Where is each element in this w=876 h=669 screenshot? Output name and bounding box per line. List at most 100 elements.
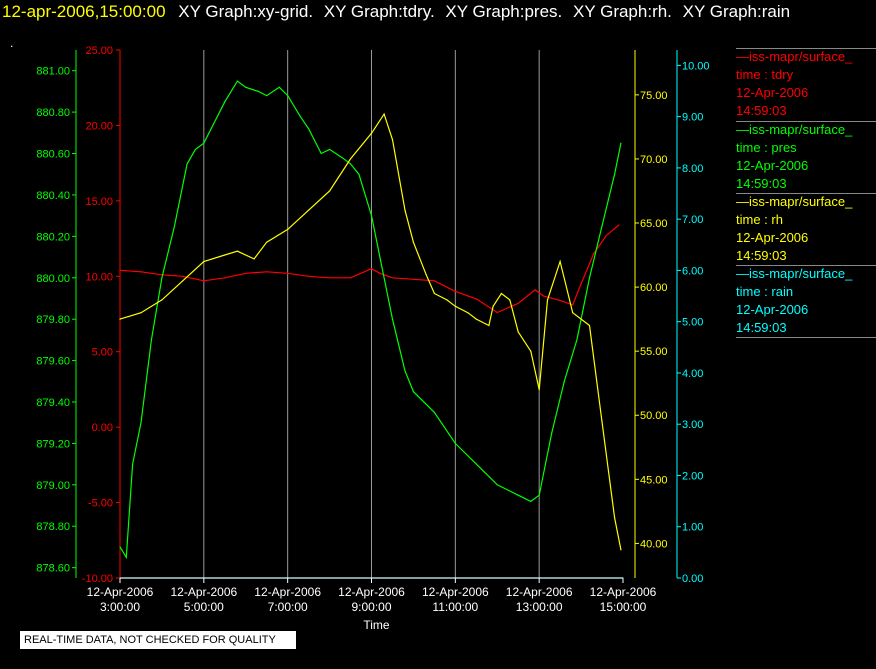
header-title-tdry: XY Graph:tdry.: [323, 2, 435, 21]
series-point-rh: [349, 158, 352, 160]
series-point-tdry: [496, 311, 498, 314]
pres-tick-label: 879.00: [36, 480, 70, 492]
legend-label: time : tdry: [736, 67, 794, 82]
legend-label: time : rain: [736, 284, 794, 299]
series-point-rh: [546, 299, 549, 301]
series-point-rh: [559, 260, 561, 263]
series-point-pres: [601, 225, 603, 227]
series-point-tdry: [245, 272, 247, 274]
rain-tick-label: 1.00: [682, 522, 703, 534]
pres-tick-label: 879.20: [36, 438, 70, 450]
series-point-pres: [125, 556, 127, 558]
series-point-pres: [530, 500, 532, 502]
series-point-rh: [614, 517, 616, 519]
series-point-rh: [383, 113, 385, 115]
legend-time: 14:59:03: [736, 248, 787, 263]
pres-tick-label: 880.00: [36, 273, 70, 285]
series-point-tdry: [605, 234, 607, 237]
rh-tick-label: 40.00: [640, 538, 668, 550]
series-point-pres: [131, 463, 134, 465]
series-point-pres: [203, 142, 205, 144]
rh-tick-label: 50.00: [640, 410, 668, 422]
rh-tick-label: 70.00: [640, 154, 668, 166]
series-point-tdry: [517, 302, 519, 305]
legend-date: 12-Apr-2006: [736, 85, 809, 100]
legend-label: time : rh: [736, 212, 783, 227]
series-point-pres: [538, 494, 540, 496]
series-point-pres: [588, 277, 591, 279]
tdry-tick-label: 25.00: [85, 45, 113, 57]
legend-divider: [736, 121, 876, 122]
series-point-tdry: [224, 277, 226, 279]
series-point-tdry: [475, 298, 477, 300]
x-tick-time-label: 15:00:00: [600, 600, 647, 614]
series-point-pres: [391, 318, 394, 320]
pres-tick-label: 879.40: [36, 397, 70, 409]
series-point-pres: [551, 432, 553, 434]
series-point-pres: [299, 115, 301, 117]
series-point-pres: [287, 94, 289, 97]
series-point-tdry: [379, 272, 381, 274]
series-point-pres: [349, 163, 352, 165]
pres-tick-label: 880.20: [36, 231, 70, 243]
series-point-pres: [614, 173, 616, 175]
series-point-pres: [358, 173, 360, 175]
tdry-tick-label: 20.00: [85, 120, 113, 132]
legend-divider: [736, 48, 876, 49]
series-point-tdry: [349, 277, 352, 279]
pres-tick-label: 880.60: [36, 149, 70, 161]
x-tick-date-label: 12-Apr-2006: [338, 585, 405, 599]
series-point-pres: [186, 163, 188, 165]
series-point-pres: [454, 442, 456, 445]
pres-tick-label: 878.60: [36, 563, 70, 575]
x-axis-label: Time: [363, 618, 390, 632]
x-tick-date-label: 12-Apr-2006: [87, 585, 154, 599]
legend-label: time : pres: [736, 140, 797, 155]
series-point-pres: [224, 101, 226, 103]
series-point-rh: [580, 318, 582, 320]
series-point-pres: [320, 152, 322, 155]
series-point-pres: [328, 148, 331, 150]
series-point-pres: [119, 546, 121, 548]
series-point-rh: [203, 260, 205, 263]
header-bar: 12-apr-2006,15:00:00 XY Graph:xy-grid. X…: [2, 2, 790, 22]
series-point-tdry: [308, 275, 310, 277]
pres-tick-label: 880.80: [36, 107, 70, 119]
series-point-rh: [488, 324, 490, 327]
series-point-tdry: [370, 268, 373, 270]
rh-tick-label: 60.00: [640, 282, 668, 294]
legend-item-rain: —iss-mapr/surface_ time : rain 12-Apr-20…: [736, 265, 876, 338]
series-point-pres: [563, 380, 565, 382]
legend-divider: [736, 265, 876, 266]
series-point-tdry: [328, 277, 331, 279]
x-tick-time-label: 3:00:00: [100, 600, 140, 614]
legend-series-name: —iss-mapr/surface_: [736, 194, 853, 209]
series-point-rh: [182, 280, 184, 282]
series-point-pres: [620, 142, 622, 144]
pres-tick-label: 880.40: [36, 190, 70, 202]
legend-name-text: iss-mapr/surface_: [749, 122, 853, 137]
series-line-rh: [119, 112, 622, 550]
series-point-tdry: [203, 280, 205, 282]
series-point-rh: [391, 139, 394, 141]
pres-tick-label: 879.60: [36, 356, 70, 368]
legend-item-tdry: —iss-mapr/surface_ time : tdry 12-Apr-20…: [736, 48, 876, 120]
header-timestamp: 12-apr-2006,15:00:00: [2, 2, 166, 21]
tdry-tick-label: 5.00: [92, 347, 113, 359]
series-point-pres: [370, 215, 373, 217]
series-point-pres: [266, 94, 268, 97]
series-point-rh: [538, 389, 540, 391]
rain-tick-label: 8.00: [682, 163, 703, 175]
rain-tick-label: 2.00: [682, 470, 703, 482]
series-point-pres: [150, 339, 153, 341]
series-point-pres: [308, 128, 310, 130]
rain-tick-label: 10.00: [682, 60, 710, 72]
x-tick-time-label: 5:00:00: [184, 600, 224, 614]
series-point-rh: [119, 318, 121, 320]
series-point-tdry: [454, 290, 456, 292]
series-point-pres: [161, 277, 163, 279]
rh-tick-label: 55.00: [640, 346, 668, 358]
series-point-rh: [446, 299, 448, 301]
rain-tick-label: 3.00: [682, 419, 703, 431]
